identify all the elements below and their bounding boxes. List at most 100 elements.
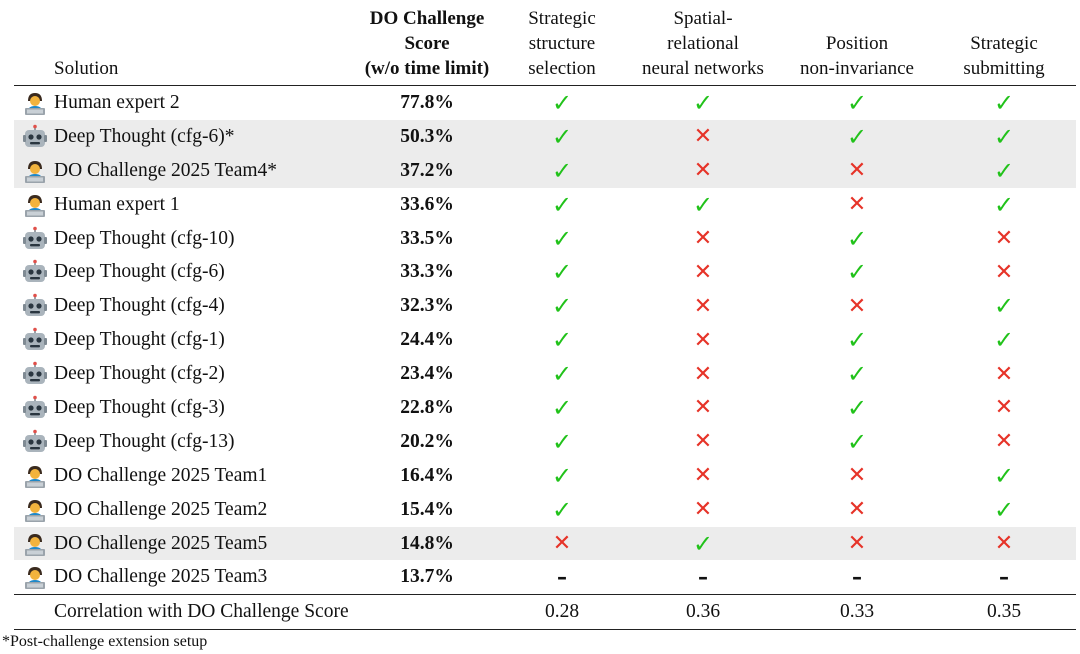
cross-mark-icon: ✕	[693, 497, 713, 523]
cross-mark-icon: ✕	[693, 293, 713, 319]
correlation-value: 0.36	[624, 594, 782, 631]
robot-face-icon	[14, 289, 54, 323]
check-mark-icon: ✓	[846, 258, 868, 287]
score-value: 37.2%	[354, 153, 500, 188]
check-mark-icon: ✓	[993, 190, 1015, 219]
solution-name: Deep Thought (cfg-6)*	[54, 119, 354, 154]
person-at-laptop-icon	[14, 459, 54, 493]
cross-mark-icon: ✕	[847, 293, 867, 319]
feature-header-line: submitting	[963, 58, 1045, 79]
correlation-row: Correlation with DO Challenge Score 0.28…	[14, 594, 1076, 631]
check-mark-icon: ✓	[846, 360, 868, 389]
cross-mark-icon: ✕	[693, 226, 713, 251]
solution-name: Deep Thought (cfg-13)	[54, 430, 235, 452]
feature-cell: ✕	[932, 255, 1076, 289]
robot-face-icon	[14, 255, 54, 289]
cross-mark-icon: ✕	[693, 395, 713, 421]
feature-cell: ✕	[932, 357, 1076, 391]
score-value: 24.4%	[400, 329, 454, 351]
check-mark-icon: ✓	[993, 156, 1015, 185]
feature-cell: ✕	[932, 425, 1076, 459]
feature-cell: –	[624, 560, 782, 594]
cross-mark-icon: ✕	[994, 226, 1014, 251]
cross-mark-icon: ✕	[693, 158, 713, 184]
feature-cell: ✕	[932, 222, 1076, 256]
check-mark-icon: ✓	[993, 122, 1015, 151]
score-column-header: DO Challenge Score (w/o time limit)	[354, 6, 500, 86]
table-row: DO Challenge 2025 Team3 13.7% – – – –	[14, 560, 1076, 594]
dash-icon: –	[852, 564, 862, 589]
feature-cell: ✓	[500, 391, 624, 425]
feature-cell: ✓	[782, 255, 932, 289]
score-value: 20.2%	[400, 430, 454, 452]
cross-mark-icon: ✕	[994, 395, 1014, 421]
solution-name: Deep Thought (cfg-4)	[54, 295, 225, 317]
feature-cell: ✕	[782, 493, 932, 527]
feature-cell: ✓	[932, 289, 1076, 323]
table-row: Deep Thought (cfg-2) 23.4% ✓ ✕ ✓ ✕	[14, 357, 1076, 391]
solution-name: Deep Thought (cfg-2)	[54, 363, 225, 385]
feature-cell: ✕	[932, 391, 1076, 425]
feature-cell: ✓	[624, 526, 782, 561]
cross-mark-icon: ✕	[847, 463, 867, 489]
score-value: 15.4%	[400, 498, 454, 520]
feature-header-line: Position	[825, 33, 889, 54]
feature-cell: ✓	[932, 153, 1076, 188]
score-header-line: DO Challenge	[369, 8, 485, 29]
feature-cell: ✓	[932, 188, 1076, 222]
check-mark-icon: ✓	[551, 326, 573, 355]
score-value: 33.5%	[400, 227, 454, 249]
robot-face-icon	[14, 222, 54, 256]
check-mark-icon: ✓	[551, 224, 573, 253]
cross-mark-icon: ✕	[693, 429, 713, 455]
table-header: Solution DO Challenge Score (w/o time li…	[14, 6, 1076, 86]
feature-cell: ✓	[932, 119, 1076, 154]
feature-cell: ✕	[624, 153, 782, 188]
check-mark-icon: ✓	[551, 122, 573, 151]
feature-cell: ✓	[932, 493, 1076, 527]
feature-cell: ✓	[500, 459, 624, 493]
feature-cell: ✕	[624, 357, 782, 391]
score-value: 13.7%	[400, 566, 454, 588]
score-value: 33.6%	[400, 193, 454, 215]
score-value: 32.3%	[400, 295, 454, 317]
robot-face-icon	[14, 323, 54, 357]
solution-name: DO Challenge 2025 Team1	[54, 464, 268, 486]
check-mark-icon: ✓	[551, 495, 573, 524]
feature-cell: ✓	[500, 425, 624, 459]
check-mark-icon: ✓	[551, 360, 573, 389]
cross-mark-icon: ✕	[847, 192, 867, 218]
correlation-value: 0.33	[782, 594, 932, 631]
check-mark-icon: ✓	[993, 292, 1015, 321]
score-header-line: (w/o time limit)	[364, 58, 490, 79]
table-row: Deep Thought (cfg-3) 22.8% ✓ ✕ ✓ ✕	[14, 391, 1076, 425]
feature-cell: ✕	[624, 323, 782, 357]
cross-mark-icon: ✕	[994, 361, 1014, 387]
cross-mark-icon: ✕	[994, 259, 1014, 285]
feature-cell: ✓	[500, 493, 624, 527]
score-value: 16.4%	[400, 464, 454, 486]
solution-name: DO Challenge 2025 Team5	[54, 526, 354, 561]
table-row: Deep Thought (cfg-4) 32.3% ✓ ✕ ✕ ✓	[14, 289, 1076, 323]
person-at-laptop-icon	[14, 526, 54, 561]
dash-icon: –	[698, 564, 708, 589]
cross-mark-icon: ✕	[693, 327, 713, 353]
table-row: Deep Thought (cfg-10) 33.5% ✓ ✕ ✓ ✕	[14, 222, 1076, 256]
person-at-laptop-icon	[14, 153, 54, 188]
person-at-laptop-icon	[14, 560, 54, 594]
feature-cell: ✓	[500, 188, 624, 222]
feature-cell: ✕	[624, 493, 782, 527]
person-at-laptop-icon	[14, 86, 54, 120]
correlation-label: Correlation with DO Challenge Score	[54, 594, 500, 631]
feature-cell: ✓	[624, 86, 782, 120]
solution-name: Human expert 1	[54, 193, 180, 215]
solution-name: DO Challenge 2025 Team3	[54, 566, 268, 588]
solution-name: DO Challenge 2025 Team4*	[54, 153, 354, 188]
check-mark-icon: ✓	[551, 292, 573, 321]
cross-mark-icon: ✕	[847, 497, 867, 523]
check-mark-icon: ✓	[551, 88, 573, 117]
table-row: DO Challenge 2025 Team4* 37.2% ✓ ✕ ✕ ✓	[14, 153, 1076, 188]
robot-face-icon	[14, 391, 54, 425]
score-value: 77.8%	[400, 91, 454, 113]
check-mark-icon: ✓	[993, 326, 1015, 355]
